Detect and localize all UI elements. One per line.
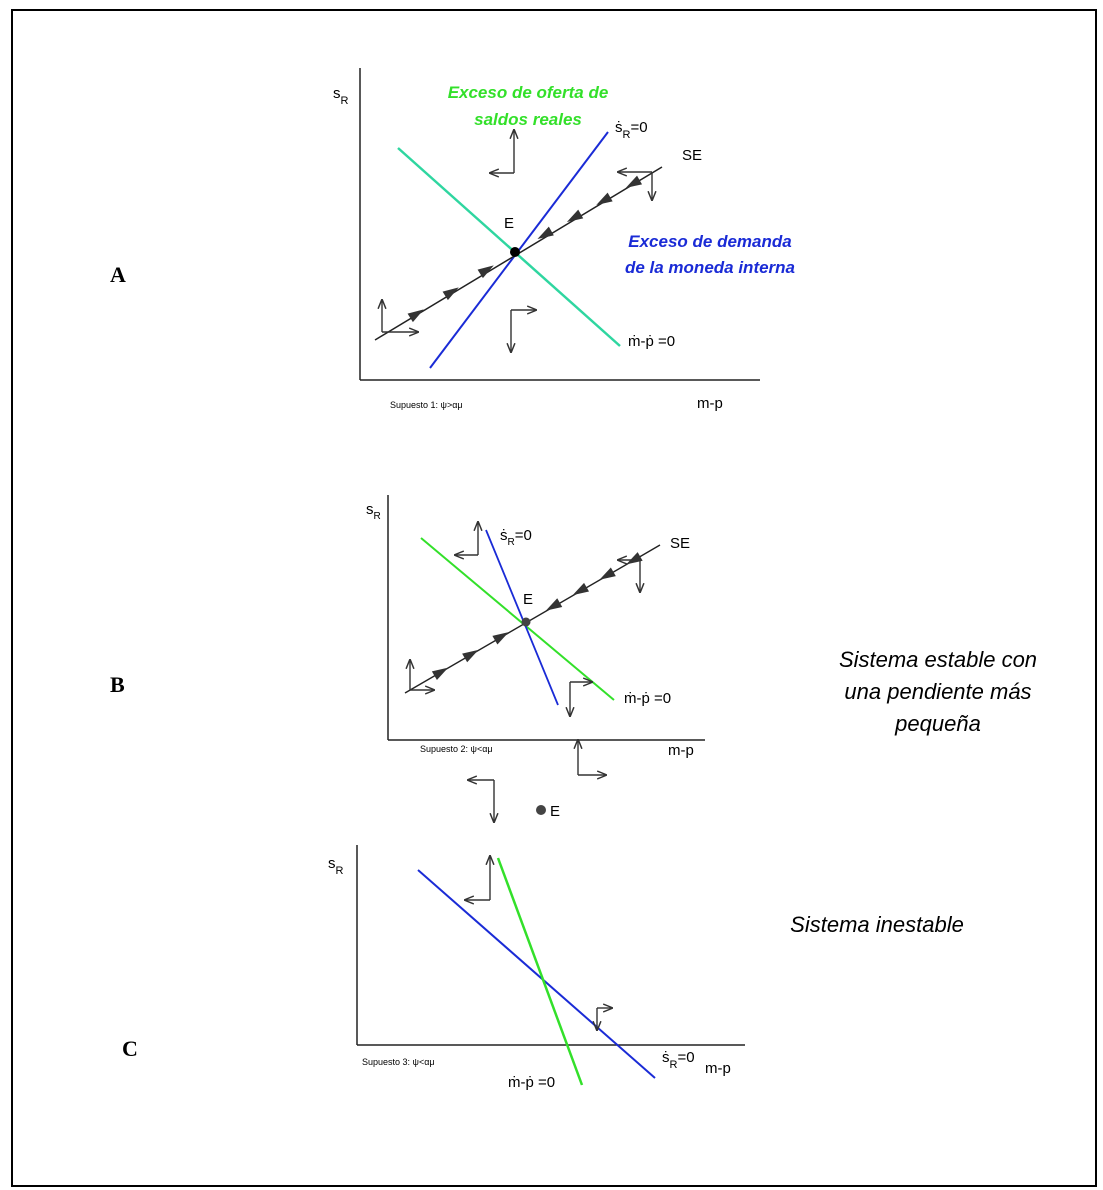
s-locus-label: ṡR=0 — [662, 1049, 695, 1071]
assumption: Supuesto 2: ψ<αμ — [420, 744, 493, 754]
x-axis-label: m-p — [668, 742, 694, 759]
saddle-arrow — [407, 309, 424, 323]
s-locus — [485, 529, 559, 706]
saddle-arrow — [492, 632, 509, 645]
m-locus-label: ṁ-ṗ =0 — [624, 690, 671, 707]
panel-a: A sR m-p Supuesto 1: ψ>αμ E SE ṡR=0 ṁ-ṗ … — [110, 68, 795, 412]
panel-label: B — [110, 672, 125, 697]
saddle-arrow — [462, 649, 479, 663]
equilibrium — [536, 805, 546, 815]
equilibrium — [521, 617, 531, 627]
x-axis-label: m-p — [705, 1060, 731, 1077]
x-axis-label: m-p — [697, 395, 723, 412]
saddle-arrow — [566, 209, 584, 223]
panel-label: A — [110, 262, 126, 287]
annotation: saldos reales — [474, 110, 582, 129]
saddle-arrow — [626, 552, 643, 565]
equilibrium-label: E — [523, 591, 533, 608]
caption: Sistema inestable — [790, 912, 964, 937]
arrows — [382, 130, 652, 1030]
saddle-arrow — [599, 567, 616, 580]
annotation: de la moneda interna — [625, 258, 795, 277]
caption: pequeña — [894, 711, 981, 736]
y-axis-label: sR — [333, 85, 349, 107]
assumption: Supuesto 3: ψ<αμ — [362, 1057, 435, 1067]
saddle-arrow — [596, 192, 613, 206]
equilibrium-label: E — [550, 803, 560, 820]
saddle-arrow — [625, 175, 643, 189]
m-locus — [420, 537, 615, 701]
panel-b: B sR m-p Supuesto 2: ψ<αμ E SE ṡR=0 ṁ-ṗ … — [110, 495, 1037, 759]
saddle-arrow — [477, 265, 494, 279]
equilibrium-label: E — [504, 215, 514, 232]
m-locus — [397, 147, 621, 347]
saddle-label: SE — [682, 147, 702, 164]
y-axis-label: sR — [366, 501, 381, 522]
m-locus — [496, 857, 584, 1086]
caption: Sistema estable con — [839, 647, 1037, 672]
panel-label: C — [122, 1036, 138, 1061]
annotation: Exceso de demanda — [628, 232, 791, 251]
annotation: Exceso de oferta de — [448, 83, 609, 102]
saddle-arrow — [537, 226, 554, 240]
y-axis-label: sR — [328, 855, 344, 877]
s-locus — [417, 869, 656, 1079]
saddle-arrow — [545, 598, 563, 611]
saddle-arrow — [442, 287, 459, 301]
m-locus-label: ṁ-ṗ =0 — [628, 333, 675, 350]
caption: una pendiente más — [844, 679, 1031, 704]
assumption: Supuesto 1: ψ>αμ — [390, 400, 463, 410]
equilibrium — [510, 247, 520, 257]
s-locus-label: ṡR=0 — [500, 527, 532, 548]
frame — [11, 9, 1097, 1187]
m-locus-label: ṁ-ṗ =0 — [508, 1074, 555, 1091]
s-locus-label: ṡR=0 — [615, 119, 648, 141]
saddle-arrow — [431, 667, 449, 681]
panel-c: C sR m-p Supuesto 3: ψ<αμ E ṡR=0 ṁ-ṗ =0 … — [122, 803, 964, 1091]
saddle-arrow — [572, 582, 590, 596]
saddle-label: SE — [670, 535, 690, 552]
